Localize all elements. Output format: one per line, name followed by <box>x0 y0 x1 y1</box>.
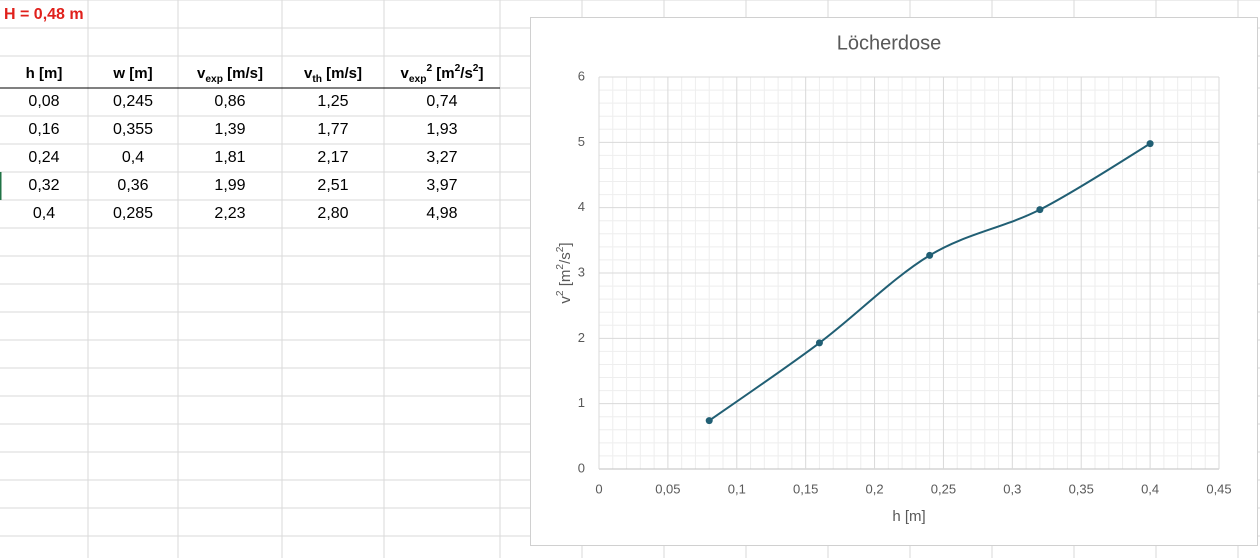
cell: 1,39 <box>214 121 245 138</box>
cell: 0,86 <box>214 93 245 110</box>
text-segment: v <box>304 65 313 82</box>
y-tick-label: 3 <box>578 264 585 279</box>
text-segment: [m/s] <box>223 65 263 82</box>
cell: 0,4 <box>33 205 55 222</box>
text-segment: ] <box>478 65 483 82</box>
text-segment: 2 <box>426 63 432 74</box>
text-segment: 2 <box>455 63 461 74</box>
text-segment: v <box>197 65 206 82</box>
chart-title: Löcherdose <box>837 32 942 54</box>
data-point <box>1036 206 1044 214</box>
cell: 0,36 <box>117 177 148 194</box>
text-segment: exp <box>205 74 223 85</box>
cell: 3,27 <box>426 149 457 166</box>
cell: 1,81 <box>214 149 245 166</box>
text-segment: v <box>557 296 574 304</box>
y-tick-label: 4 <box>578 199 585 214</box>
cell: 0,08 <box>28 93 59 110</box>
text-segment: exp <box>409 74 427 85</box>
cell: 0,32 <box>28 177 59 194</box>
x-tick-label: 0 <box>595 481 602 496</box>
cell: 2,17 <box>317 149 348 166</box>
cell: 0,245 <box>113 93 153 110</box>
y-axis-label: v2 [m2/s2] <box>555 242 574 303</box>
x-tick-label: 0,35 <box>1069 481 1094 496</box>
data-point <box>815 339 823 347</box>
cell: 1,99 <box>214 177 245 194</box>
x-tick-label: 0,4 <box>1141 481 1159 496</box>
cell: 0,16 <box>28 121 59 138</box>
text-segment: 2 <box>473 63 479 74</box>
x-tick-label: 0,15 <box>793 481 818 496</box>
cell: 1,77 <box>317 121 348 138</box>
text-segment: [m/s] <box>322 65 362 82</box>
text-segment: [m <box>557 270 574 291</box>
data-point <box>1146 140 1154 148</box>
x-tick-label: 0,05 <box>655 481 680 496</box>
cell: 2,23 <box>214 205 245 222</box>
text-segment: 2 <box>555 264 566 270</box>
cell: 0,24 <box>28 149 59 166</box>
sheet-title: H = 0,48 m <box>4 6 84 23</box>
cell: 0,4 <box>122 149 144 166</box>
cell: 0,355 <box>113 121 153 138</box>
cell: 0,74 <box>426 93 457 110</box>
x-tick-label: 0,1 <box>728 481 746 496</box>
cell: 1,25 <box>317 93 348 110</box>
text-segment: 2 <box>555 290 566 296</box>
column-header: h [m] <box>26 65 63 82</box>
text-segment: ] <box>557 242 574 246</box>
y-tick-label: 6 <box>578 68 585 83</box>
y-tick-label: 2 <box>578 330 585 345</box>
cell: 2,80 <box>317 205 348 222</box>
column-header: vexp2 [m2/s2] <box>401 63 484 85</box>
text-segment: th <box>312 74 322 85</box>
cell: 0,285 <box>113 205 153 222</box>
x-tick-label: 0,2 <box>866 481 884 496</box>
data-point <box>705 417 713 425</box>
x-axis-label: h [m] <box>892 508 925 525</box>
text-segment: 2 <box>555 246 566 252</box>
text-segment: /s <box>460 65 473 82</box>
y-tick-label: 5 <box>578 134 585 149</box>
text-segment: h [m] <box>26 65 63 82</box>
cell: 2,51 <box>317 177 348 194</box>
data-point <box>926 251 934 259</box>
cell: 4,98 <box>426 205 457 222</box>
x-tick-label: 0,3 <box>1003 481 1021 496</box>
text-segment: v <box>401 65 410 82</box>
cell: 3,97 <box>426 177 457 194</box>
x-tick-label: 0,45 <box>1206 481 1231 496</box>
text-segment: /s <box>557 252 574 264</box>
column-header: w [m] <box>112 65 152 82</box>
text-segment: w [m] <box>112 65 152 82</box>
column-header: vth [m/s] <box>304 65 362 85</box>
y-tick-label: 1 <box>578 395 585 410</box>
cell: 1,93 <box>426 121 457 138</box>
column-header: vexp [m/s] <box>197 65 263 85</box>
x-tick-label: 0,25 <box>931 481 956 496</box>
text-segment: [m <box>432 65 455 82</box>
y-tick-label: 0 <box>578 460 585 475</box>
